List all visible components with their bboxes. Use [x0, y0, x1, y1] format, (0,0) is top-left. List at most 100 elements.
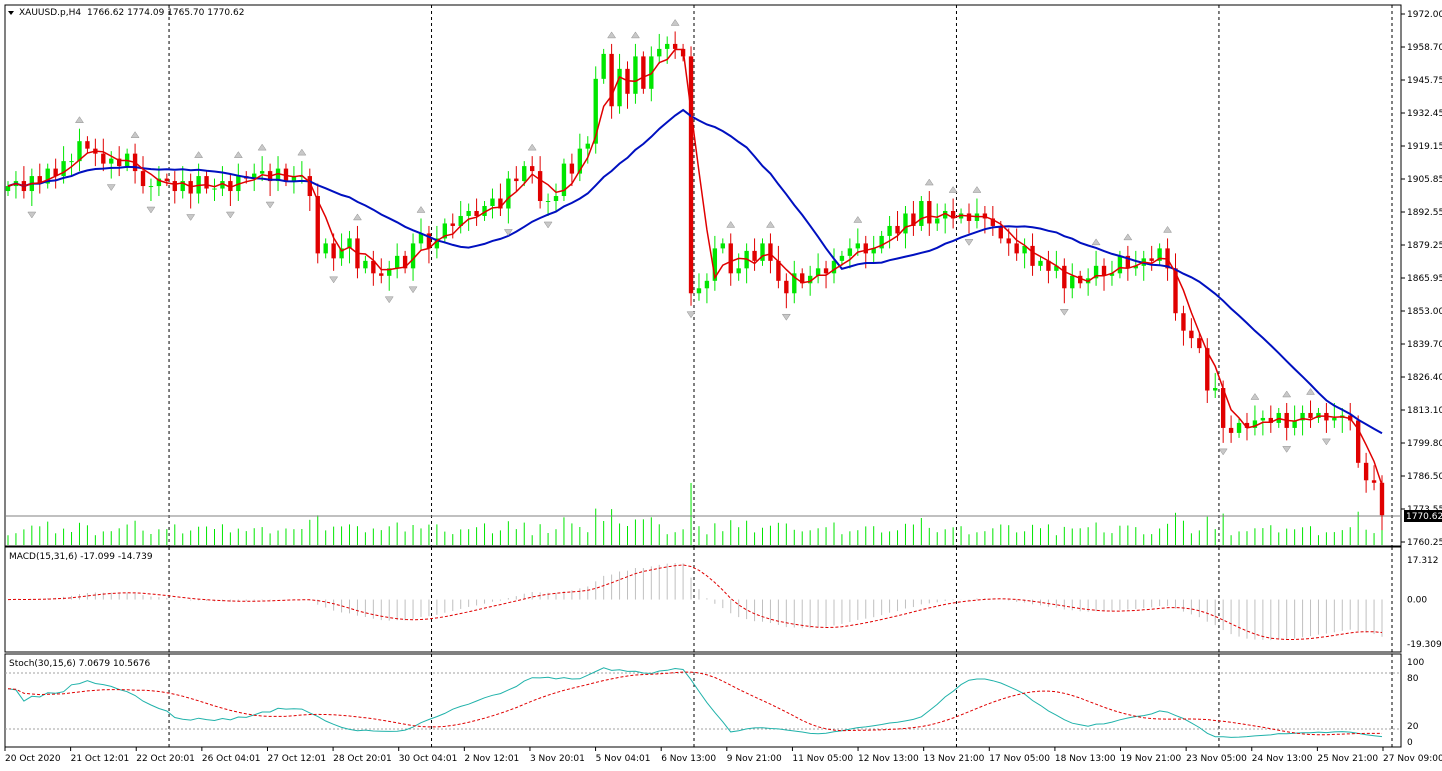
- candle-body: [537, 171, 543, 202]
- candle-body: [1268, 417, 1273, 423]
- macd-signal-line: [7, 564, 1383, 640]
- candle-body: [1379, 482, 1385, 516]
- time-tick-label: 27 Nov 09:00: [1383, 754, 1442, 764]
- time-tick-label: 5 Nov 04:01: [596, 754, 651, 764]
- candle-body: [1157, 248, 1162, 261]
- price-tick-label: 1786.50: [1407, 472, 1442, 482]
- candle-body: [1205, 348, 1210, 391]
- macd-histogram: [15, 563, 1383, 641]
- candle-body: [1173, 268, 1178, 314]
- candle-body: [712, 248, 718, 281]
- candle-body: [506, 178, 511, 209]
- candle-body: [315, 196, 320, 254]
- candle-body: [172, 181, 177, 192]
- candle-body: [498, 198, 503, 209]
- stoch-tick-label: 100: [1407, 658, 1424, 668]
- time-tick-label: 6 Nov 13:00: [661, 754, 716, 764]
- candle-body: [704, 280, 710, 289]
- stoch-tick-label: 20: [1407, 722, 1419, 732]
- candle-body: [37, 176, 42, 184]
- candle-body: [1181, 313, 1186, 331]
- candle-body: [1355, 420, 1361, 463]
- fractal-down-arrow: [408, 286, 418, 294]
- candle-body: [1006, 238, 1011, 244]
- candle-body: [609, 53, 614, 107]
- fractal-up-arrow: [1163, 225, 1173, 233]
- fractal-up-arrow: [352, 213, 362, 221]
- time-tick-label: 25 Nov 21:00: [1317, 754, 1378, 764]
- candle-body: [942, 210, 948, 219]
- candle-body: [164, 178, 170, 182]
- time-tick-label: 12 Nov 13:00: [858, 754, 919, 764]
- macd-label: MACD(15,31,6) -17.099 -14.739: [9, 552, 153, 562]
- candle-body: [259, 171, 265, 174]
- candle-body: [911, 213, 916, 226]
- candle-body: [1220, 388, 1226, 428]
- candle-body: [1101, 265, 1107, 276]
- time-tick-label: 3 Nov 20:01: [530, 754, 585, 764]
- stoch-main-line: [7, 667, 1383, 738]
- candle-body: [815, 268, 821, 276]
- fractal-down-arrow: [27, 211, 37, 219]
- macd-tick-label: -19.309: [1407, 640, 1442, 650]
- candle-body: [291, 176, 297, 182]
- candle-body: [831, 260, 837, 274]
- candle-body: [839, 255, 845, 261]
- fractal-down-arrow: [384, 296, 394, 304]
- fractal-down-arrow: [1282, 446, 1292, 453]
- candle-body: [768, 243, 773, 261]
- candle-body: [482, 206, 487, 216]
- candle-body: [1149, 258, 1154, 261]
- candle-body: [927, 201, 932, 224]
- candle-body: [379, 273, 384, 276]
- symbol-dropdown-icon[interactable]: [8, 11, 14, 15]
- time-tick-label: 13 Nov 21:00: [924, 754, 985, 764]
- candle-body: [1070, 275, 1075, 289]
- time-tick-label: 2 Nov 12:01: [464, 754, 519, 764]
- candle-body: [657, 48, 662, 57]
- price-tick-label: 1932.45: [1407, 109, 1442, 119]
- candle-body: [490, 198, 495, 206]
- candle-body: [1022, 245, 1027, 254]
- candle-body: [553, 196, 559, 202]
- candle-body: [363, 260, 368, 269]
- candle-body: [514, 178, 519, 182]
- price-tick-label: 1826.40: [1407, 373, 1442, 383]
- candle-body: [180, 181, 185, 192]
- price-tick-label: 1945.75: [1407, 76, 1442, 86]
- candle-body: [331, 243, 336, 259]
- fractal-up-arrow: [607, 31, 617, 39]
- time-tick-label: 21 Oct 12:01: [71, 754, 130, 764]
- candle-body: [402, 255, 408, 269]
- candle-body: [776, 260, 781, 281]
- candle-body: [466, 210, 471, 216]
- fractal-down-arrow: [106, 184, 116, 192]
- candle-body: [672, 43, 678, 49]
- candle-body: [688, 56, 694, 294]
- fractal-up-arrow: [194, 151, 204, 158]
- candle-body: [752, 250, 757, 261]
- price-tick-label: 1958.70: [1407, 43, 1442, 53]
- candle-body: [1133, 265, 1138, 269]
- fractal-down-arrow: [186, 214, 196, 221]
- candle-body: [1014, 243, 1019, 254]
- candle-body: [204, 176, 209, 189]
- ohlc-readout: 1766.62 1774.09 1765.70 1770.62: [87, 8, 244, 18]
- time-tick-label: 22 Oct 20:01: [136, 754, 195, 764]
- candle-body: [545, 201, 551, 203]
- price-tick-label: 1865.95: [1407, 274, 1442, 284]
- candle-body: [998, 225, 1003, 239]
- candle-body: [442, 223, 448, 239]
- candle-body: [109, 158, 114, 164]
- volume-bars: [7, 483, 1383, 545]
- candle-body: [522, 166, 527, 182]
- time-tick-label: 17 Nov 05:00: [989, 754, 1050, 764]
- candle-body: [1078, 275, 1083, 284]
- candle-body: [784, 280, 789, 294]
- fractal-down-arrow: [265, 201, 275, 209]
- fractal-up-arrow: [75, 116, 84, 123]
- candle-body: [863, 243, 868, 254]
- candle-body: [426, 233, 432, 249]
- candle-body: [220, 181, 225, 189]
